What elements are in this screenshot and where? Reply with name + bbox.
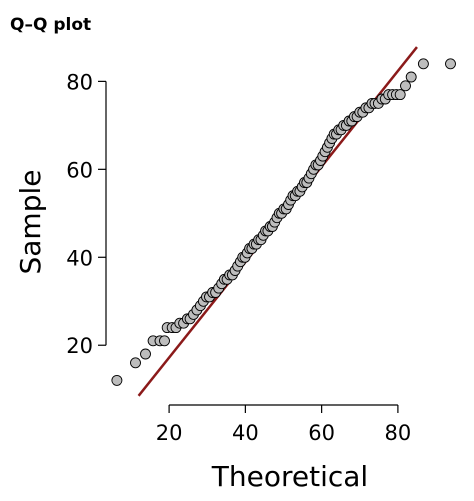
data-point <box>111 374 123 386</box>
x-tick-label: 80 <box>385 421 412 445</box>
y-tick-label: 40 <box>66 246 93 270</box>
y-axis-label: Sample <box>14 170 47 275</box>
data-point <box>140 348 151 360</box>
data-point <box>445 58 456 70</box>
data-point <box>394 89 406 101</box>
y-tick-label: 60 <box>66 158 93 182</box>
data-point <box>130 357 141 369</box>
data-points <box>111 58 456 386</box>
y-tick-label: 20 <box>66 334 93 358</box>
chart-title: Q–Q plot <box>10 15 91 35</box>
y-tick-label: 80 <box>66 70 93 94</box>
x-tick-label: 20 <box>156 421 183 445</box>
x-axis-label: Theoretical <box>211 460 368 493</box>
data-point <box>417 58 429 70</box>
x-tick-label: 40 <box>232 421 259 445</box>
data-point <box>400 80 411 92</box>
axes: 20 40 60 80 20 40 60 80 <box>66 70 411 445</box>
data-point <box>405 71 417 83</box>
x-tick-label: 60 <box>308 421 335 445</box>
data-point <box>159 335 170 347</box>
